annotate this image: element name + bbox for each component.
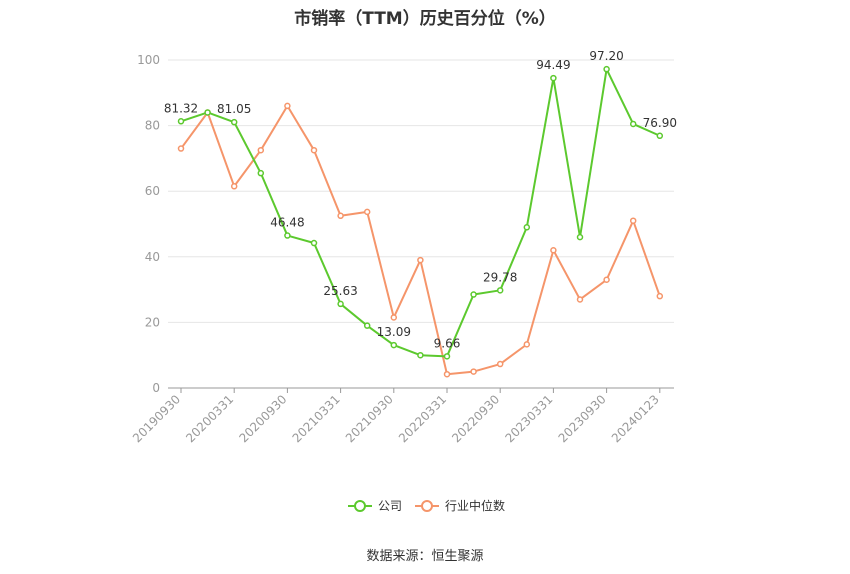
data-point — [470, 291, 477, 298]
data-label: 97.20 — [589, 49, 623, 63]
data-point — [177, 118, 185, 125]
data-point — [470, 368, 477, 375]
data-label: 81.32 — [164, 101, 198, 115]
data-point — [363, 322, 371, 329]
data-point — [363, 208, 371, 216]
x-tick-label: 20200331 — [183, 392, 236, 445]
x-tick-label: 20200930 — [236, 392, 289, 445]
data-point — [284, 102, 291, 110]
x-tick-label: 20210331 — [290, 392, 343, 445]
grid-lines — [168, 59, 674, 323]
data-label: 13.09 — [377, 325, 411, 339]
x-tick-label: 20190930 — [130, 392, 183, 445]
data-point — [337, 212, 344, 220]
data-point — [284, 232, 291, 239]
data-point — [257, 146, 265, 154]
data-point — [496, 360, 504, 368]
x-tick-label: 20230930 — [556, 392, 609, 445]
data-point — [443, 353, 451, 360]
data-point — [177, 145, 185, 152]
data-point — [310, 239, 318, 247]
data-point — [656, 292, 664, 300]
y-tick-label: 20 — [145, 315, 160, 329]
data-point — [576, 233, 584, 241]
data-point — [257, 169, 265, 177]
data-point — [390, 314, 398, 321]
y-tick-label: 40 — [145, 250, 160, 264]
legend-marker — [421, 500, 433, 512]
legend: 公司 行业中位数 — [348, 498, 505, 513]
x-tick-label: 20220331 — [396, 392, 449, 445]
data-point — [417, 256, 424, 264]
data-point — [550, 246, 557, 254]
data-point — [390, 341, 398, 349]
data-point — [629, 120, 637, 128]
data-point — [603, 276, 610, 284]
data-point — [603, 65, 610, 73]
data-label: 9.66 — [434, 336, 461, 350]
data-source: 数据来源：恒生聚源 — [366, 549, 484, 564]
data-point — [204, 109, 211, 116]
y-tick-label: 60 — [145, 184, 160, 198]
data-point — [443, 370, 451, 378]
y-axis: 0 20 40 60 80 100 — [137, 53, 160, 395]
data-label: 46.48 — [270, 216, 304, 230]
data-label: 76.90 — [643, 116, 677, 130]
data-point — [496, 287, 504, 294]
x-tick-label: 20210930 — [343, 392, 396, 445]
data-point — [310, 146, 318, 154]
data-point — [629, 217, 637, 224]
data-label: 25.63 — [323, 284, 357, 298]
legend-label[interactable]: 公司 — [378, 499, 402, 513]
y-tick-label: 80 — [145, 119, 160, 133]
data-point — [230, 183, 238, 190]
data-label: 81.05 — [217, 102, 251, 116]
data-label: 29.78 — [483, 270, 517, 284]
series-layer — [177, 65, 664, 378]
data-point — [230, 118, 238, 126]
data-point — [523, 224, 531, 231]
series-line — [180, 68, 661, 358]
data-label: 94.49 — [536, 58, 570, 72]
data-point — [523, 341, 531, 348]
x-tick-label: 20220930 — [449, 392, 502, 445]
chart-title: 市销率（TTM）历史百分位（%） — [294, 9, 556, 29]
data-labels: 81.32 81.05 46.48 25.63 13.09 9.66 29.78 94.49 9… — [164, 49, 677, 350]
data-point — [550, 74, 557, 82]
y-tick-label: 100 — [137, 53, 160, 67]
legend-label[interactable]: 行业中位数 — [445, 498, 505, 513]
legend-marker — [354, 500, 366, 512]
data-point — [417, 351, 424, 359]
x-tick-label: 20230331 — [502, 392, 555, 445]
series-line — [180, 104, 661, 376]
data-point — [337, 300, 344, 308]
data-point — [576, 296, 584, 303]
x-axis: 20190930 20200331 20200930 20210331 20210930… — [130, 387, 674, 445]
x-tick-label: 20240123 — [609, 392, 662, 445]
y-tick-label: 0 — [152, 381, 160, 395]
data-point — [656, 132, 664, 140]
